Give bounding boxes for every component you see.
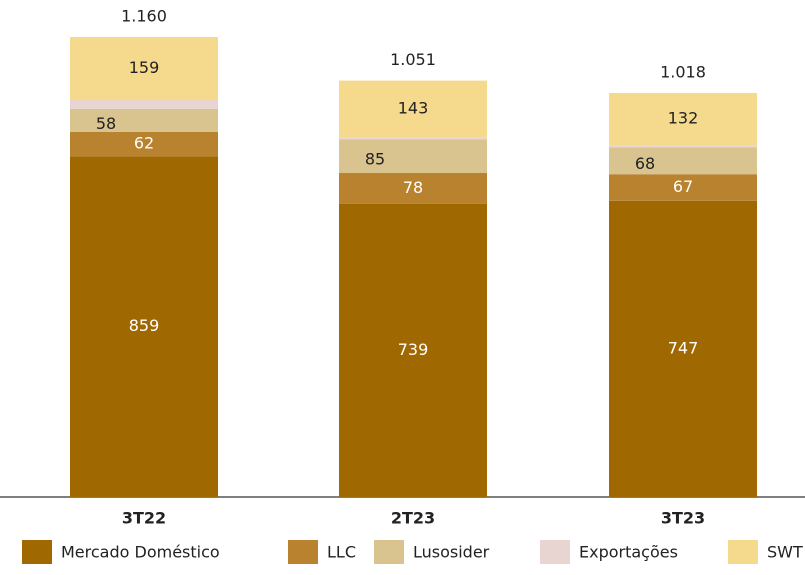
bar-segment [609,147,757,175]
bar-segment [70,100,218,109]
legend-swatch [22,540,52,564]
bar-segment [609,174,757,201]
bar-segment [70,37,218,101]
legend-label: SWT [767,543,803,562]
total-label: 1.018 [660,62,706,81]
x-tick-label: 3T23 [661,509,705,528]
legend-label: Exportações [579,543,678,562]
data-label: 67 [673,177,693,196]
bar-segment [339,173,487,204]
data-label: 747 [668,338,699,357]
bar-segment [609,92,757,146]
x-tick-label: 3T22 [122,509,166,528]
data-label: 143 [398,98,429,117]
bar-segment [609,200,757,497]
legend-swatch [728,540,758,564]
data-label: 132 [668,109,699,128]
data-label: 78 [403,178,423,197]
bar-segment [339,80,487,138]
bar-segment [70,108,218,132]
bar-segment [339,137,487,140]
bar-segment [70,156,218,498]
legend-swatch [540,540,570,564]
data-label: 68 [635,154,655,173]
legend-swatch [374,540,404,564]
bar-segment [609,145,757,148]
total-label: 1.160 [121,7,167,26]
legend-label: Lusosider [413,543,490,562]
data-label: 85 [365,150,385,169]
data-label: 62 [134,134,154,153]
data-label: 859 [129,316,160,335]
bar-segment [339,139,487,174]
bar-segment [339,203,487,497]
bar-segment [70,131,218,157]
total-label: 1.051 [390,50,436,69]
data-label: 58 [96,114,116,133]
data-label: 739 [398,340,429,359]
legend-swatch [288,540,318,564]
legend-label: LLC [327,543,356,562]
x-tick-label: 2T23 [391,509,435,528]
data-label: 159 [129,58,160,77]
legend-label: Mercado Doméstico [61,543,220,562]
